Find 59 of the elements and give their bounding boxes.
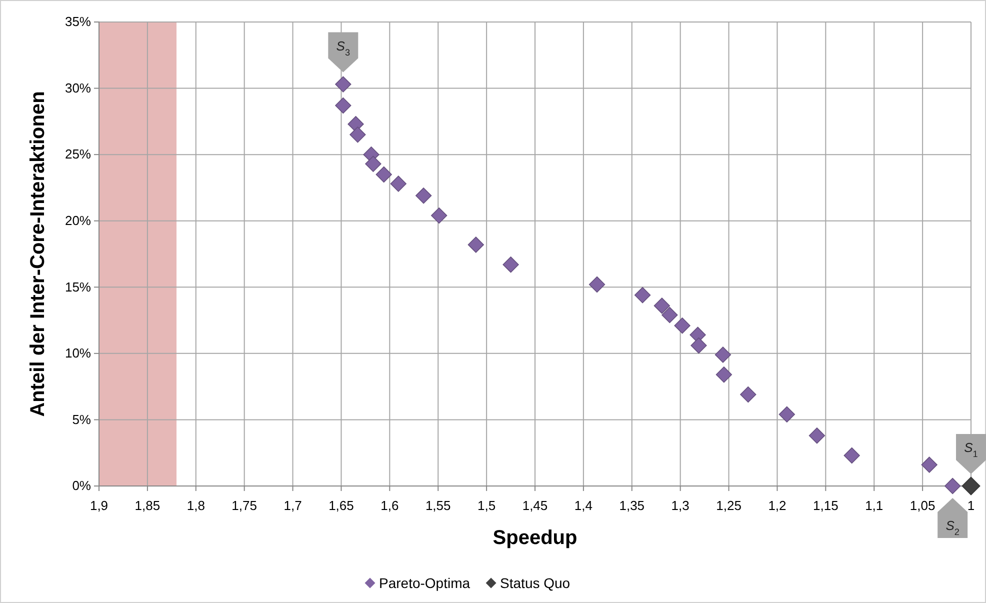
point [390, 176, 406, 192]
x-tick-label: 1,35 [619, 498, 645, 514]
x-tick-label: 1,25 [716, 498, 742, 514]
x-tick-label: 1,65 [328, 498, 354, 514]
point [365, 156, 382, 172]
point [740, 386, 756, 403]
y-tick-label: 0% [72, 478, 92, 494]
x-tick-label: 1,5 [478, 498, 496, 514]
y-tick-label: 25% [64, 146, 92, 162]
point [921, 456, 938, 473]
legend-label: Pareto-Optima [379, 575, 470, 591]
x-tick-label: 1,9 [90, 498, 108, 514]
x-tick-label: 1,8 [186, 498, 205, 514]
x-tick-label: 1,85 [134, 498, 160, 514]
x-tick-label: 1,75 [232, 498, 257, 514]
point [778, 406, 795, 422]
x-tick-label: 1,15 [813, 498, 838, 514]
point [376, 166, 392, 183]
x-tick-label: 1 [967, 498, 975, 514]
y-tick-label: 5% [72, 412, 92, 427]
annotation: S$_{1}$ [964, 440, 978, 459]
x-tick-label: 1,6 [380, 498, 399, 514]
point [844, 447, 860, 464]
x-tick-label: 1,7 [284, 498, 302, 514]
point [502, 256, 519, 273]
point [416, 188, 432, 204]
point [714, 346, 732, 363]
x-tick-label: 1,05 [910, 498, 936, 514]
point [588, 276, 606, 293]
point [662, 306, 678, 324]
annotation: S$_{2}$ [946, 518, 960, 537]
x-axis-title: Speedup [492, 527, 578, 549]
y-axis-title: Anteil der Inter-Core-Interaktionen [27, 91, 49, 417]
point [654, 298, 670, 314]
point [674, 318, 690, 334]
point [962, 476, 980, 496]
y-tick-label: 10% [64, 346, 92, 361]
x-tick-label: 1,1 [865, 498, 884, 514]
point [335, 76, 352, 92]
y-tick-label: 15% [64, 279, 92, 294]
point [431, 207, 448, 224]
x-tick-label: 1,45 [522, 498, 548, 514]
x-tick-label: 1,2 [768, 498, 786, 514]
point [350, 126, 366, 143]
y-tick-label: 35% [64, 14, 92, 30]
point [716, 366, 732, 383]
x-tick-label: 1,4 [574, 498, 592, 514]
legend-label: Status Quo [500, 575, 570, 591]
point [808, 428, 826, 444]
point [944, 478, 961, 494]
y-tick-label: 30% [64, 80, 92, 96]
point [634, 287, 651, 304]
x-tick-label: 1,55 [425, 498, 451, 514]
point [335, 97, 352, 114]
y-tick-label: 20% [64, 213, 92, 228]
annotation: S$_{3}$ [336, 38, 350, 58]
point [690, 337, 707, 354]
point [468, 236, 484, 253]
x-tick-label: 1,3 [671, 498, 690, 514]
